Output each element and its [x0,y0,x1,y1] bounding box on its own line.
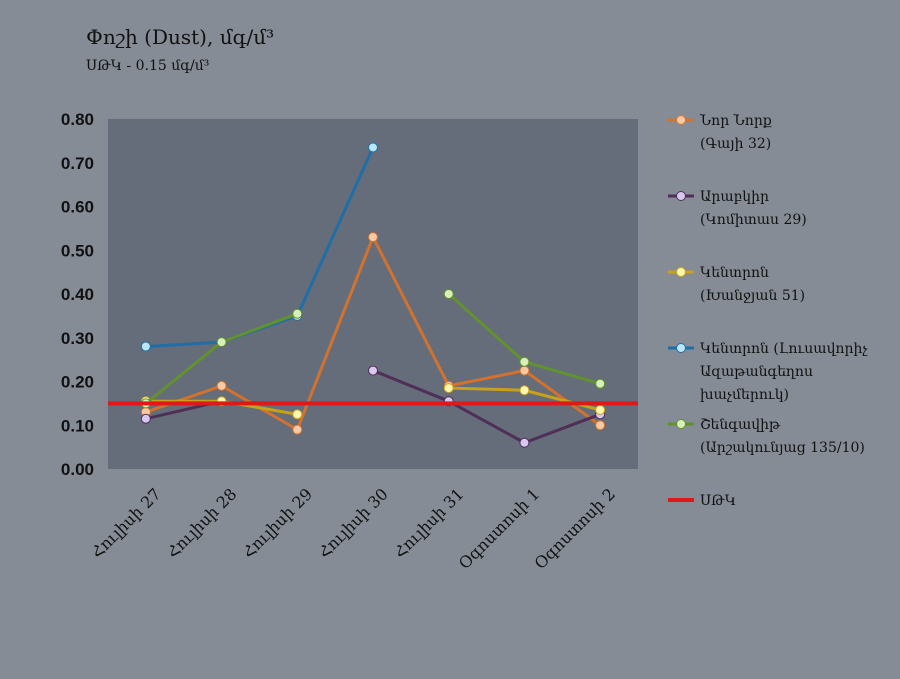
data-point-0-2 [292,424,303,435]
legend-label: (Խանջյան 51) [700,288,805,304]
series-line-1 [372,369,601,445]
data-point-0-1 [216,380,227,391]
legend-label: (Կոմիտաս 29) [700,212,807,228]
y-axis: 0.00 0.10 0.20 0.30 0.40 0.50 0.60 0.70 0.80 [61,110,94,479]
legend-marker-4 [676,419,686,429]
data-point-1-0 [140,413,151,424]
data-point-3-0 [140,341,151,352]
y-tick-label: 0.30 [61,329,94,348]
data-point-1-5 [519,437,530,448]
legend-label: Ազաթանգեղոս [700,364,813,380]
legend-marker-2 [676,267,686,277]
legend: Նոր Նորք (Գայի 32) Արաբկիր (Կոմիտաս 29) Կենտ… [668,113,868,509]
y-tick-label: 0.10 [61,416,94,435]
data-point-0-6 [595,420,606,431]
legend-label: Շենգավիթ [700,417,781,433]
legend-label: Նոր Նորք [699,113,772,129]
chart-subtitle: ՍԹԿ - 0.15 մգ/մ³ [86,58,209,74]
x-tick-label: Հուլիսի 28 [163,484,240,561]
y-tick-label: 0.00 [61,460,94,479]
data-point-2-6 [595,404,606,415]
legend-label: (Գայի 32) [700,136,771,152]
data-point-4-5 [519,356,530,367]
data-point-0-3 [368,232,378,243]
legend-marker-1 [676,191,686,201]
plot-area [108,119,638,469]
data-point-4-6 [595,378,606,389]
data-point-4-2 [292,308,303,319]
chart-title: Փոշի (Dust), մգ/մ³ [86,25,274,49]
x-tick-label: Հուլիսի 31 [390,484,467,561]
y-tick-label: 0.60 [61,198,94,217]
legend-label: խաչմերուկ) [700,387,789,403]
legend-label-threshold: ՍԹԿ [700,493,736,509]
legend-label: Կենտրոն (Լուսավորիչ [700,341,868,357]
data-point-4-1 [216,337,227,348]
data-point-1-3 [368,365,378,376]
data-point-2-2 [292,409,303,420]
y-tick-label: 0.50 [61,241,94,260]
y-tick-label: 0.70 [61,154,94,173]
x-tick-label: Հուլիսի 27 [87,484,164,561]
legend-marker-3 [676,343,686,353]
x-tick-label: Հուլիսի 30 [314,484,391,561]
legend-label: Կենտրոն [700,265,769,281]
y-tick-label: 0.20 [61,373,94,392]
y-tick-label: 0.40 [61,285,94,304]
y-tick-label: 0.80 [61,110,94,129]
data-point-2-4 [443,383,454,394]
x-tick-label: Օգոստոսի 2 [530,484,618,572]
data-point-3-3 [368,142,378,153]
data-point-2-5 [519,385,530,396]
legend-label: (Արշակունյաց 135/10) [700,440,865,456]
data-point-0-5 [519,365,530,376]
legend-label: Արաբկիր [700,189,769,205]
legend-marker-0 [676,115,686,125]
x-tick-label: Հուլիսի 29 [239,484,316,561]
data-point-4-4 [443,289,454,299]
